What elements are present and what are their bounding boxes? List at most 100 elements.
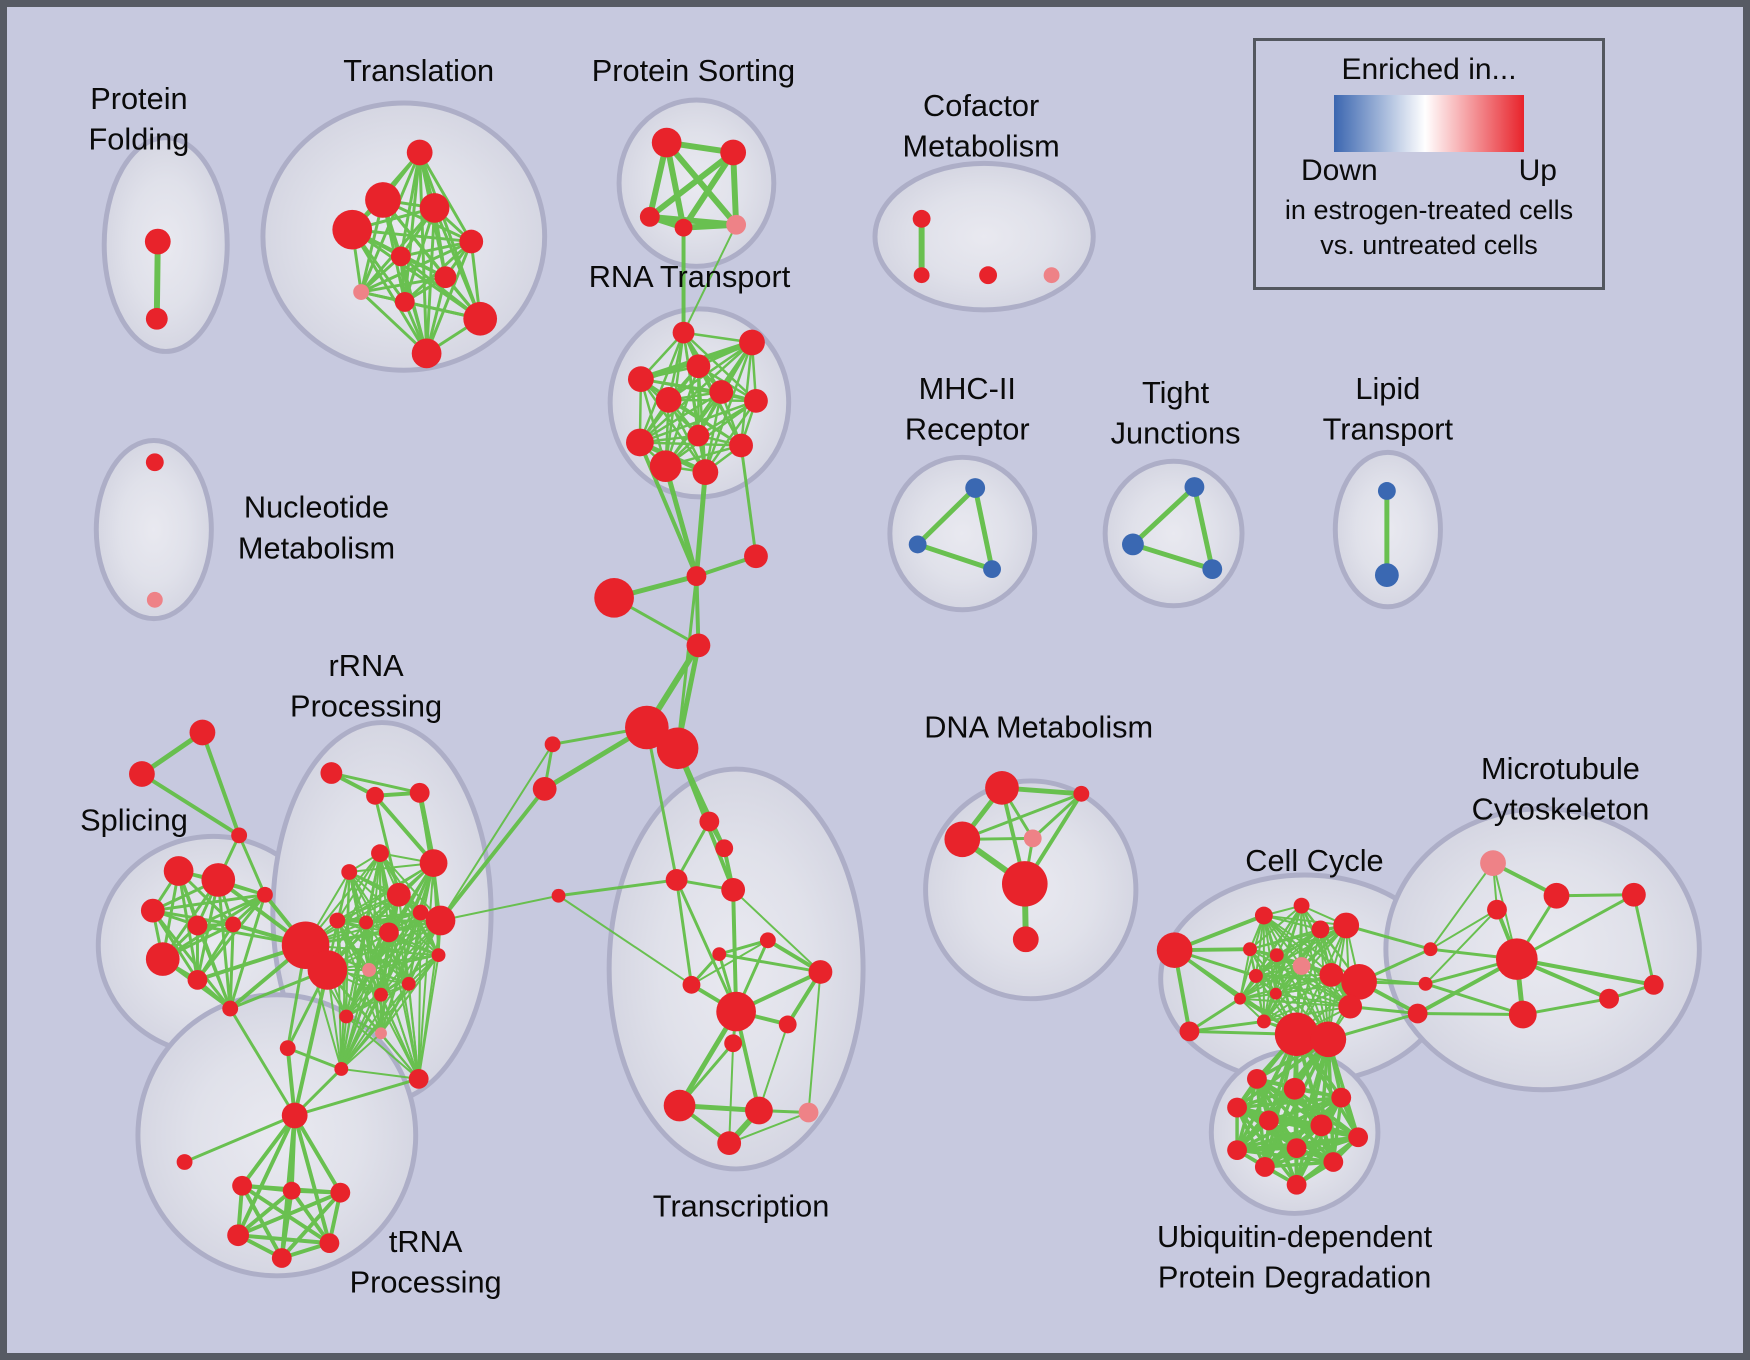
node-mt5: [1621, 882, 1646, 907]
network-edge: [228, 893, 267, 1011]
legend-down-label: Down: [1301, 154, 1378, 187]
network-edge: [350, 228, 473, 244]
network-edge: [379, 954, 440, 1035]
cluster-label-mhc2-receptor-line1: MHC-II: [919, 371, 1016, 406]
node-tn4: [227, 1224, 250, 1247]
network-edge: [359, 290, 429, 355]
legend-box: Enriched in... Down Up in estrogen-treat…: [1253, 38, 1605, 290]
node-mt6: [1643, 974, 1664, 995]
node-mth: [1495, 938, 1538, 980]
network-edge: [359, 275, 447, 294]
network-edge: [1416, 1012, 1525, 1017]
network-edge: [340, 954, 440, 1070]
node-t9: [394, 292, 415, 312]
network-edge: [153, 238, 161, 322]
network-edge: [228, 1007, 297, 1117]
network-edge: [663, 139, 740, 228]
network-edge: [418, 151, 473, 244]
cluster-label-translation-line1: Translation: [343, 53, 494, 88]
network-edge: [1514, 957, 1656, 987]
node-tx9: [716, 991, 756, 1032]
network-edge: [676, 574, 698, 750]
node-t10: [463, 301, 498, 336]
node-cc15: [1423, 942, 1438, 957]
node-ub5: [1258, 1110, 1279, 1131]
cluster-label-cofactor-metabolism-line2: Metabolism: [903, 128, 1060, 163]
node-cc4: [1333, 912, 1360, 939]
node-rt3: [686, 354, 711, 379]
node-dm2: [1073, 785, 1090, 802]
node-cch2: [1310, 1021, 1347, 1058]
network-edge: [292, 1113, 343, 1195]
node-tn5: [319, 1233, 340, 1254]
cluster-label-trna-processing-line1: tRNA: [389, 1224, 463, 1259]
network-edge: [1429, 862, 1495, 951]
node-ub4: [1227, 1097, 1247, 1118]
node-t6: [390, 246, 411, 267]
node-rr12: [425, 905, 456, 936]
node-ub8: [1286, 1138, 1307, 1159]
network-edge: [348, 862, 435, 873]
network-edge: [439, 894, 560, 922]
node-cm4: [1043, 267, 1060, 284]
network-edge: [693, 469, 708, 579]
node-rt6: [655, 387, 682, 413]
cluster-label-dna-metabolism-line1: DNA Metabolism: [924, 709, 1153, 744]
network-edge: [1248, 904, 1303, 951]
network-edge: [1239, 948, 1251, 1000]
network-edge: [667, 341, 754, 402]
network-edge: [637, 440, 699, 579]
network-edge: [757, 1023, 789, 1112]
network-edge: [340, 1032, 382, 1070]
node-cc12: [1341, 964, 1377, 1000]
node-sp7: [187, 969, 208, 990]
node-mt3: [1599, 988, 1619, 1009]
network-edge: [373, 793, 436, 866]
node-cc1: [1254, 906, 1273, 925]
node-tx7: [682, 975, 701, 994]
node-tj2: [1122, 533, 1144, 556]
cluster-label-protein-folding-line1: Protein: [90, 81, 187, 116]
node-cc8: [1248, 968, 1263, 983]
node-rt5: [709, 380, 734, 404]
network-edge: [407, 982, 420, 1080]
network-edge: [1521, 997, 1611, 1017]
network-edge: [1187, 997, 1242, 1033]
cluster-label-protein-folding-line2: Folding: [89, 122, 190, 157]
network-edge: [304, 862, 435, 947]
node-rr20: [334, 1062, 349, 1076]
node-rrh2: [307, 950, 348, 990]
network-canvas: Protein Folding Translation Protein Sorting…: [80, 53, 1702, 1300]
network-edge: [1515, 893, 1636, 961]
node-rr16: [374, 987, 388, 1002]
network-edge: [340, 968, 371, 1070]
node-tx14: [798, 1102, 819, 1123]
node-dm1: [985, 771, 1019, 805]
network-edge: [680, 149, 737, 231]
network-edge: [1239, 928, 1322, 1000]
node-hub2: [656, 727, 699, 770]
node-cc3: [1311, 920, 1330, 939]
network-edge: [972, 485, 995, 572]
node-lt2: [1374, 563, 1399, 587]
network-edge: [1235, 1123, 1324, 1152]
node-mh3: [983, 560, 1001, 579]
cluster-labels: Protein Folding Translation Protein Sorting…: [80, 53, 1649, 1299]
network-edge: [340, 1067, 420, 1080]
cluster-label-lipid-transport-line2: Transport: [1323, 412, 1454, 447]
cluster-label-cell-cycle-line1: Cell Cycle: [1245, 843, 1383, 878]
node-cm3: [979, 266, 998, 285]
cluster-label-rrna-processing-line1: rRNA: [329, 648, 405, 683]
network-edge: [340, 931, 390, 1070]
node-ta1: [189, 719, 216, 746]
network-edge: [336, 911, 422, 922]
node-ps3: [639, 206, 660, 227]
node-rr13: [362, 963, 377, 977]
node-ta2: [129, 761, 155, 787]
node-ub12: [1286, 1174, 1307, 1195]
node-dm6: [1012, 926, 1039, 953]
network-edge: [236, 1233, 332, 1246]
network-edge: [200, 730, 242, 838]
network-edge: [638, 341, 754, 444]
